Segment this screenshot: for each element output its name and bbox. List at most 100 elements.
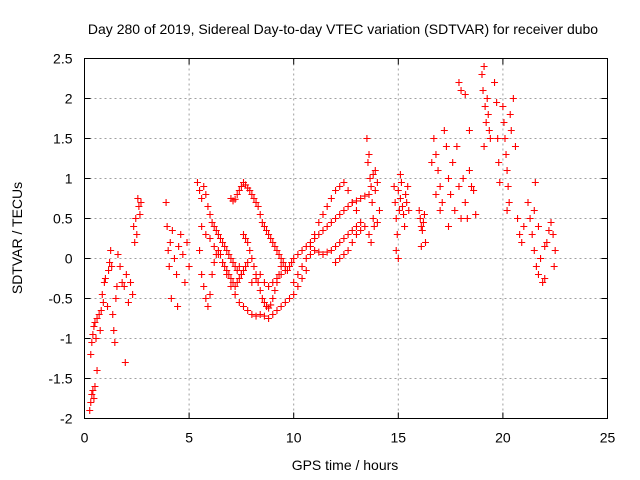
data-point: [532, 263, 540, 270]
data-point: [252, 275, 260, 282]
data-point: [306, 243, 314, 250]
data-point: [526, 215, 534, 222]
data-point: [352, 231, 360, 238]
data-point: [421, 239, 429, 246]
data-point: [200, 183, 208, 190]
data-point: [509, 95, 517, 102]
data-point: [485, 127, 493, 134]
data-point: [415, 207, 423, 214]
data-point: [252, 199, 260, 206]
data-point: [248, 311, 256, 318]
data-point: [484, 111, 492, 118]
data-point: [400, 211, 408, 218]
data-point: [294, 271, 302, 278]
data-point: [163, 223, 171, 230]
data-point: [196, 247, 204, 254]
data-point: [98, 291, 106, 298]
data-point: [403, 199, 411, 206]
data-point: [101, 275, 109, 282]
data-point: [344, 203, 352, 210]
data-point: [219, 239, 227, 246]
data-point: [281, 267, 289, 274]
data-point: [185, 263, 193, 270]
data-point: [210, 259, 218, 266]
data-point: [265, 283, 273, 290]
data-point: [114, 251, 122, 258]
data-point: [277, 271, 285, 278]
data-point: [373, 219, 381, 226]
data-point: [348, 199, 356, 206]
data-point: [248, 279, 256, 286]
y-tick-label: 1.5: [53, 131, 73, 147]
data-point: [175, 243, 183, 250]
data-point: [504, 183, 512, 190]
y-tick-label: -1.5: [48, 371, 72, 387]
data-point: [463, 215, 471, 222]
data-point: [288, 259, 296, 266]
data-point: [216, 235, 224, 242]
data-point: [252, 312, 260, 320]
data-point: [302, 255, 310, 262]
data-point: [340, 251, 348, 258]
data-point: [551, 247, 559, 254]
data-point: [470, 187, 478, 194]
data-point: [420, 211, 428, 218]
data-point: [132, 215, 140, 222]
data-point: [298, 247, 306, 254]
data-point: [348, 239, 356, 246]
data-point: [273, 307, 281, 314]
data-point: [397, 179, 405, 186]
data-point: [137, 199, 145, 206]
data-point: [210, 223, 218, 230]
data-point: [170, 255, 178, 262]
data-point: [233, 191, 241, 198]
data-point: [87, 399, 95, 406]
data-point: [134, 195, 142, 202]
data-point: [545, 227, 553, 234]
data-point: [332, 187, 340, 194]
data-point: [265, 231, 273, 238]
data-point: [332, 243, 340, 250]
data-point: [373, 179, 381, 186]
data-point: [549, 231, 557, 238]
data-point: [440, 127, 448, 134]
data-point: [442, 143, 450, 150]
data-point: [530, 247, 538, 254]
data-point: [130, 223, 138, 230]
data-point: [323, 203, 331, 210]
data-point: [127, 279, 135, 286]
data-point: [294, 251, 302, 258]
data-point: [392, 215, 400, 222]
data-point: [242, 263, 250, 270]
data-point: [223, 271, 231, 278]
data-point: [501, 135, 509, 142]
data-point: [202, 191, 210, 198]
data-point: [164, 247, 172, 254]
y-tick-label: -1: [60, 331, 73, 347]
y-tick-label: 2.5: [53, 51, 73, 67]
data-point: [417, 223, 425, 230]
data-point: [352, 207, 360, 214]
data-point: [368, 199, 376, 206]
data-point: [363, 135, 371, 142]
data-point: [449, 159, 457, 166]
x-tick-label: 10: [286, 430, 302, 446]
plot-frame: [84, 58, 608, 419]
data-point: [166, 239, 174, 246]
data-point: [495, 159, 503, 166]
data-point: [267, 301, 275, 309]
data-point: [445, 175, 453, 182]
data-point: [258, 295, 266, 302]
data-point: [418, 227, 426, 234]
data-point: [136, 211, 144, 218]
data-point: [319, 227, 327, 234]
data-point: [478, 71, 486, 78]
data-point: [481, 103, 489, 110]
data-point: [436, 207, 444, 214]
data-point: [371, 167, 379, 174]
data-point: [277, 255, 285, 262]
data-point: [260, 279, 268, 286]
data-point: [336, 183, 344, 190]
data-point: [365, 191, 373, 198]
data-point: [90, 323, 98, 330]
